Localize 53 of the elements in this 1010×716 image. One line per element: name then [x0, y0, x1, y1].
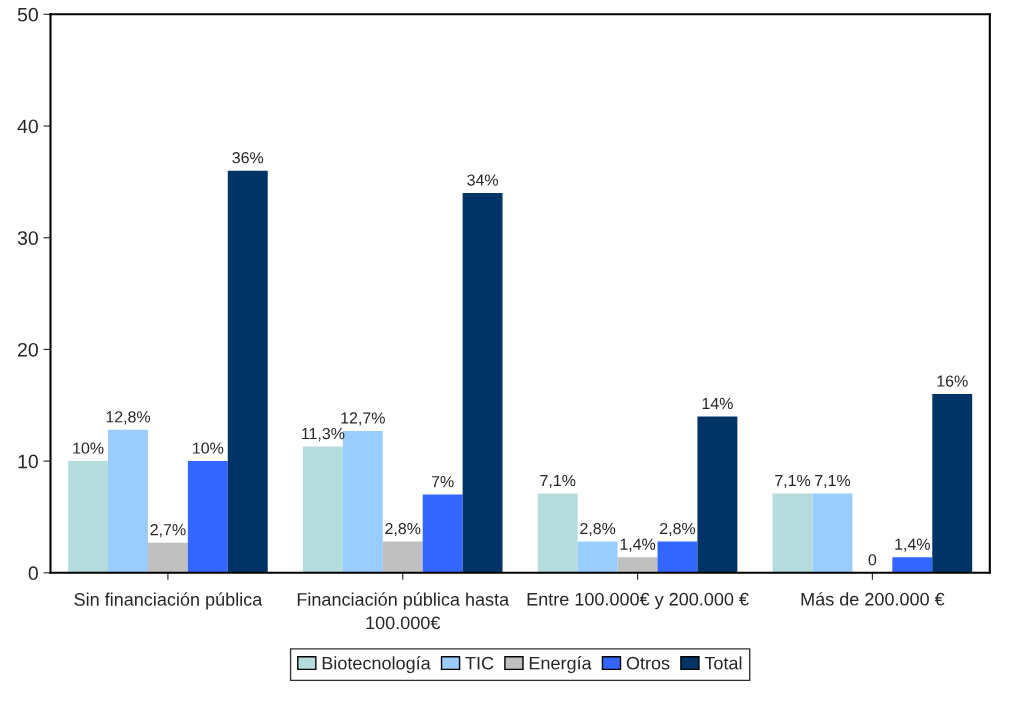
bar [227, 170, 268, 573]
bar [812, 493, 853, 573]
data-label: 36% [232, 152, 264, 164]
bar [68, 461, 109, 573]
data-label: 2,8% [580, 522, 616, 537]
bar [302, 446, 343, 573]
data-label: 7,1% [540, 474, 576, 489]
x-tick-label: Más de 200.000 € [801, 592, 945, 606]
data-label: 11,3% [302, 427, 345, 442]
bar [617, 557, 658, 573]
legend-label: Biotecnología [322, 656, 431, 674]
x-tick-label: Sin financiación pública [74, 592, 263, 610]
data-label: 0 [868, 554, 877, 566]
bar [772, 493, 813, 573]
data-label: 16% [937, 375, 968, 387]
y-tick-label: 30 [17, 231, 38, 245]
x-tick-label: Entre 100.000€ y 200.000 € [527, 592, 749, 610]
data-label: 2,8% [385, 522, 421, 537]
data-label: 12,7% [341, 412, 385, 426]
bar [537, 493, 578, 573]
bar [657, 541, 698, 573]
y-tick-label: 20 [18, 342, 38, 357]
x-tick-label: Financiación pública hasta 100.000€ [297, 592, 510, 630]
data-label: 2,8% [660, 522, 696, 537]
data-label: 7% [431, 476, 454, 488]
data-label: 10% [73, 442, 104, 454]
data-label: 12,8% [106, 411, 151, 425]
bar [932, 394, 973, 573]
bar [187, 461, 228, 573]
data-label: 1,4% [895, 538, 930, 552]
bar [147, 542, 188, 573]
bar [108, 429, 148, 573]
legend-label: Energía [529, 656, 592, 674]
bar [892, 557, 933, 573]
y-tick-label: 0 [28, 566, 38, 581]
bar [577, 541, 618, 573]
bar [382, 541, 423, 573]
y-tick-label: 50 [17, 7, 38, 22]
data-label: 1,4% [620, 538, 656, 552]
legend-label: TIC [465, 656, 494, 670]
legend-label: Total [704, 656, 742, 670]
bar [462, 193, 503, 573]
data-label: 34% [467, 174, 498, 186]
y-tick-label: 10 [18, 454, 38, 469]
data-label: 2,7% [150, 524, 186, 538]
data-label: 7,1% [775, 474, 811, 489]
legend-label: Otros [626, 656, 670, 670]
y-tick-label: 40 [17, 119, 38, 134]
bar [697, 416, 738, 573]
bar [422, 494, 463, 573]
data-label: 7,1% [815, 474, 851, 489]
data-label: 10% [193, 442, 224, 454]
data-label: 14% [702, 397, 733, 410]
